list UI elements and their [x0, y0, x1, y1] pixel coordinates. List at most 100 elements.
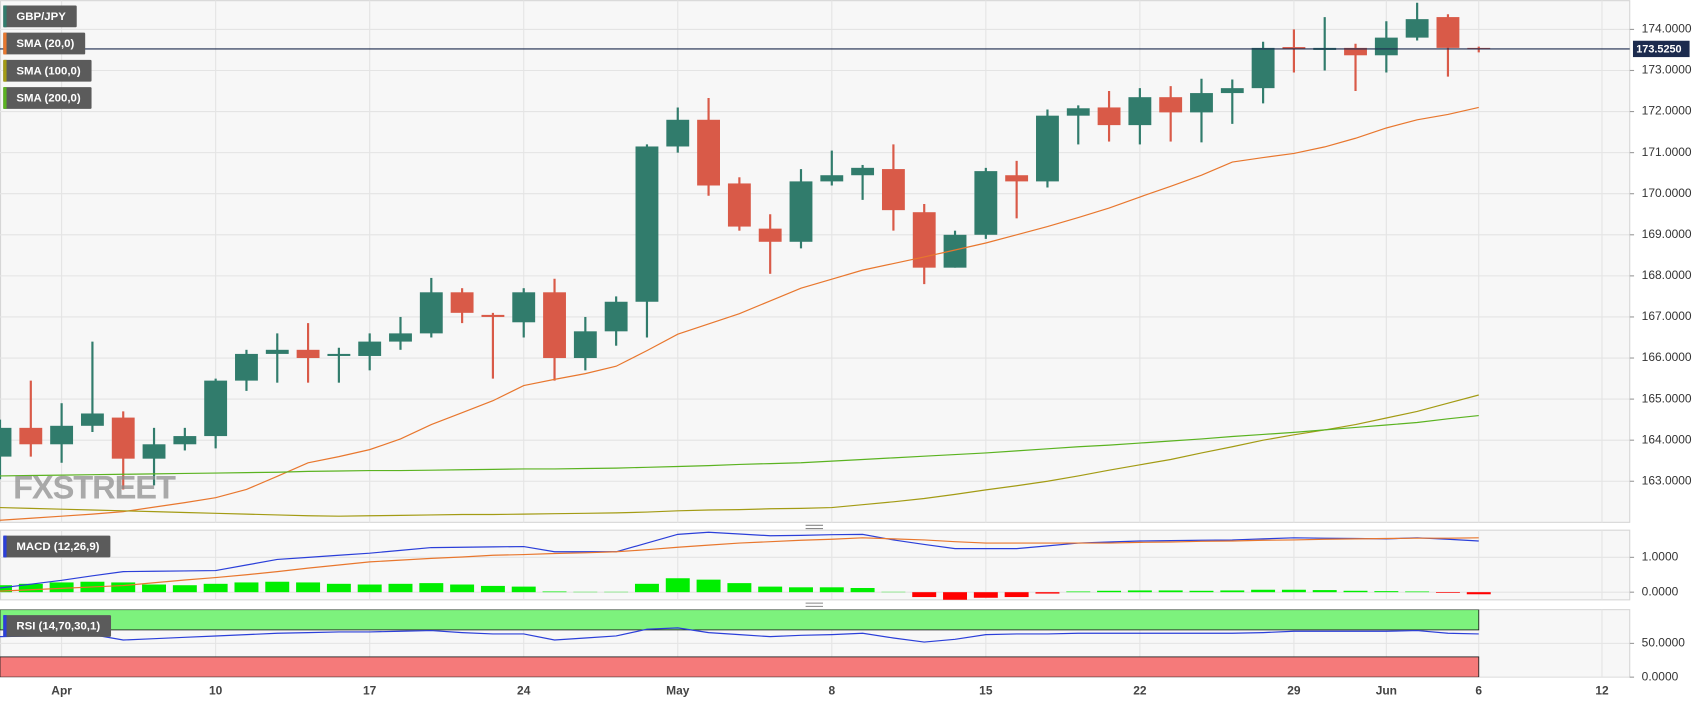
histogram-bar: [1251, 589, 1276, 593]
candle-body: [789, 181, 813, 242]
histogram-bar: [419, 583, 444, 593]
x-tick-label: 22: [1133, 683, 1147, 697]
candle-body: [851, 167, 875, 176]
histogram-bar: [789, 587, 813, 593]
plot-marks: [0, 609, 1480, 678]
x-tick-label: Jun: [1376, 683, 1397, 697]
histogram-bar: [0, 585, 12, 593]
candle-body: [727, 183, 751, 227]
candle-body: [573, 331, 597, 359]
legend-box: [3, 32, 86, 55]
y-tick-label: 170.0000: [1642, 186, 1692, 200]
legend-label: SMA (100,0): [16, 65, 81, 77]
histogram-bar: [1374, 591, 1399, 593]
x-tick-label: 8: [828, 683, 835, 697]
candle-body: [327, 353, 351, 356]
histogram-bar: [480, 585, 505, 593]
histogram-bar: [142, 584, 167, 593]
legend-label: RSI (14,70,30,1): [16, 621, 100, 633]
histogram-bar: [665, 578, 690, 593]
legend-item: SMA (200,0): [3, 87, 92, 109]
legend-swatch: [3, 87, 7, 109]
legend-box: [3, 535, 111, 558]
legend-item: RSI (14,70,30,1): [3, 615, 112, 637]
legend-label: MACD (12,26,9): [16, 541, 99, 553]
histogram-bar: [542, 591, 567, 593]
y-tick-label: 50.0000: [1642, 636, 1686, 650]
last-price-box: [1632, 40, 1690, 58]
y-tick-label: 165.0000: [1642, 391, 1692, 405]
y-tick-label: 169.0000: [1642, 227, 1692, 241]
histogram-bar: [450, 584, 475, 593]
histogram-bar: [511, 586, 536, 593]
candle-body: [296, 349, 320, 359]
histogram-bar: [203, 583, 228, 593]
x-tick-label: Apr: [51, 683, 72, 697]
candle-body: [1005, 175, 1029, 182]
candle-body: [235, 353, 258, 381]
histogram-bar: [943, 592, 968, 600]
histogram-bar: [634, 583, 659, 593]
legend-box: [3, 5, 77, 28]
candle-body: [111, 417, 135, 459]
histogram-bar: [1281, 589, 1306, 593]
legend-item: SMA (20,0): [3, 32, 86, 55]
candle-body: [1036, 115, 1059, 182]
y-tick-label: 166.0000: [1642, 350, 1692, 364]
candle-body: [173, 436, 197, 445]
candle-body: [604, 301, 628, 332]
plot-area: [0, 0, 1631, 523]
histogram-bar: [1158, 590, 1183, 593]
candle-body: [450, 292, 474, 313]
candle-body: [635, 146, 659, 302]
candle-body: [1097, 107, 1121, 126]
candle-body: [50, 425, 74, 445]
candle-body: [142, 444, 166, 459]
candle-body: [943, 234, 967, 268]
y-tick-label: 1.0000: [1642, 550, 1679, 564]
legend-item: MACD (12,26,9): [3, 535, 111, 558]
candle-body: [0, 427, 12, 457]
watermark: FXSTREET: [13, 469, 176, 506]
series-line: [0, 537, 1479, 592]
histogram-bar: [758, 586, 783, 593]
candle-body: [1251, 47, 1275, 89]
last-price-label: 173.5250: [1636, 43, 1681, 55]
legend-swatch: [3, 59, 7, 82]
y-tick-label: 168.0000: [1642, 268, 1692, 282]
legend-label: SMA (200,0): [16, 93, 81, 105]
x-tick-label: 15: [979, 683, 993, 697]
histogram-bar: [388, 583, 413, 593]
legend-box: [3, 87, 92, 109]
histogram-bar: [1097, 590, 1122, 593]
candle-body: [1405, 19, 1429, 38]
histogram-bar: [912, 592, 937, 598]
y-tick-label: 172.0000: [1642, 104, 1692, 118]
legend-item: SMA (100,0): [3, 59, 92, 82]
x-tick-label: 29: [1287, 683, 1301, 697]
histogram-bar: [1343, 590, 1368, 593]
candle-body: [204, 380, 228, 437]
series-line: [0, 531, 1479, 589]
band: [0, 656, 1480, 678]
candle-body: [389, 333, 412, 342]
candle-body: [666, 119, 690, 147]
candle-body: [1159, 97, 1183, 113]
histogram-bar: [973, 592, 998, 598]
y-tick-label: 163.0000: [1642, 473, 1692, 487]
plot-marks: [0, 531, 1491, 600]
histogram-bar: [819, 587, 844, 593]
candle-body: [697, 119, 720, 186]
series-line: [0, 414, 1479, 477]
histogram-bar: [49, 582, 74, 593]
y-tick-label: 0.0000: [1642, 669, 1679, 683]
candle-body: [358, 341, 382, 356]
histogram-bar: [1127, 590, 1152, 593]
candle-body: [1128, 97, 1152, 126]
histogram-bar: [1312, 590, 1337, 593]
legend-swatch: [3, 615, 7, 637]
candle-body: [974, 171, 998, 235]
candle-body: [481, 314, 505, 317]
y-tick-label: 167.0000: [1642, 309, 1692, 323]
